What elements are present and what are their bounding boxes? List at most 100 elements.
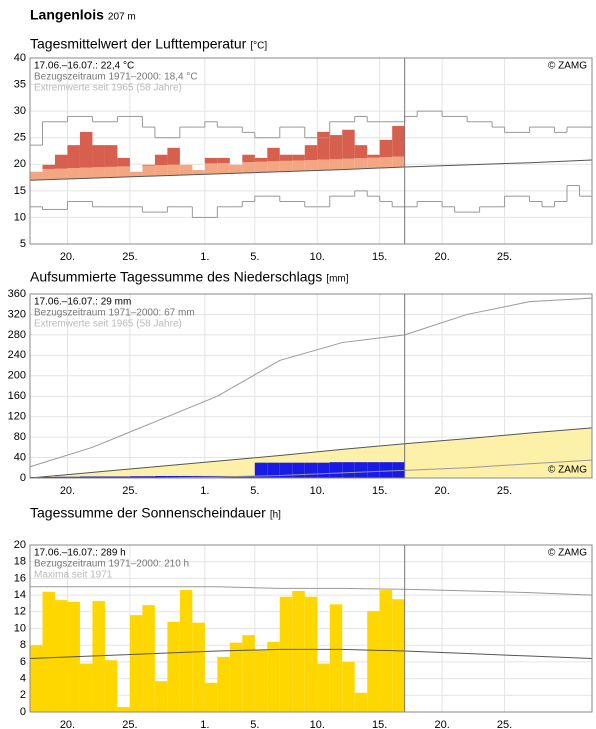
bar xyxy=(229,642,243,712)
bar xyxy=(204,682,218,712)
bar xyxy=(167,164,180,176)
cumulative-bar xyxy=(104,476,118,478)
bar xyxy=(217,163,230,174)
bar-anomaly xyxy=(367,154,380,158)
x-tick-label: 15. xyxy=(372,719,387,729)
bar-anomaly xyxy=(204,157,218,164)
step-riser xyxy=(41,185,581,218)
bar-anomaly xyxy=(54,154,68,169)
bar-anomaly xyxy=(67,145,80,169)
line xyxy=(29,648,593,660)
x-tick-label: 25. xyxy=(122,719,137,729)
bar xyxy=(392,156,405,168)
y-tick-label: 5 xyxy=(20,238,26,250)
bar xyxy=(317,159,330,171)
bar xyxy=(242,162,255,173)
x-tick-label: 20. xyxy=(434,251,449,263)
bar xyxy=(304,596,318,712)
chart-title: Tagessumme der Sonnenscheindauer xyxy=(30,505,266,521)
bar-anomaly xyxy=(392,126,405,157)
cumulative-bar xyxy=(154,475,168,478)
chart-title: Tagesmittelwert der Lufttemperatur xyxy=(30,36,247,52)
x-tick-label: 20. xyxy=(434,719,449,729)
bar xyxy=(192,170,205,175)
bar-anomaly xyxy=(104,145,118,167)
bar xyxy=(54,600,68,712)
unit-label: [mm] xyxy=(326,274,348,285)
copyright: © ZAMG xyxy=(548,465,587,476)
line xyxy=(30,586,593,596)
bar xyxy=(279,596,293,712)
bar xyxy=(204,163,218,175)
cumulative-bar xyxy=(67,476,80,478)
x-tick-label: 5. xyxy=(250,251,259,263)
bar xyxy=(92,600,105,712)
annotation: Extremwerte seit 1965 (58 Jahre) xyxy=(34,83,182,94)
y-tick-label: 30 xyxy=(14,105,26,117)
bar xyxy=(154,681,168,712)
unit-label: [°C] xyxy=(250,41,267,52)
cumulative-bar xyxy=(279,462,293,478)
bar-anomaly xyxy=(354,145,368,159)
bar xyxy=(317,663,330,712)
bar xyxy=(242,635,255,712)
x-tick-label: 5. xyxy=(250,719,259,729)
cumulative-bar xyxy=(342,462,355,478)
cumulative-bar xyxy=(329,462,343,478)
bar-anomaly xyxy=(117,157,130,167)
cumulative-bar xyxy=(242,475,255,478)
cumulative-bar xyxy=(354,462,368,478)
bar xyxy=(367,157,380,169)
cumulative-bar xyxy=(142,476,155,478)
bar xyxy=(142,165,155,177)
y-tick-label: 0 xyxy=(20,706,26,718)
bar xyxy=(30,645,43,712)
x-tick-label: 10. xyxy=(310,251,325,263)
bar-anomaly xyxy=(167,147,180,165)
plot-frame xyxy=(29,544,593,713)
x-tick-label: 10. xyxy=(310,485,325,497)
bar xyxy=(304,160,318,171)
y-tick-label: 160 xyxy=(8,390,26,402)
x-tick-label: 25. xyxy=(122,485,137,497)
annotation: 17.06.–16.07.: 29 mm xyxy=(34,297,131,308)
bar xyxy=(92,167,105,178)
cumulative-bar xyxy=(129,476,143,478)
bar xyxy=(42,591,55,712)
bar xyxy=(392,599,405,712)
cumulative-bar xyxy=(117,476,130,478)
y-tick-label: 40 xyxy=(14,52,26,64)
bar xyxy=(117,166,130,178)
bar-anomaly xyxy=(242,154,255,163)
x-tick-label: 10. xyxy=(310,719,325,729)
cumulative-bar xyxy=(79,476,93,478)
cumulative-bar xyxy=(317,462,330,478)
bar xyxy=(167,621,180,712)
bar xyxy=(367,610,380,712)
bar xyxy=(379,157,393,168)
bar xyxy=(217,656,230,712)
annotation: 17.06.–16.07.: 289 h xyxy=(34,548,126,559)
bar xyxy=(254,650,268,712)
bar xyxy=(129,171,143,177)
bar xyxy=(354,158,368,169)
x-tick-label: 20. xyxy=(434,485,449,497)
bar xyxy=(67,168,80,179)
y-tick-label: 25 xyxy=(14,132,26,144)
cumulative-bar xyxy=(304,462,318,478)
bar-anomaly xyxy=(142,164,155,166)
x-tick-label: 20. xyxy=(60,251,75,263)
x-tick-label: 5. xyxy=(250,485,259,497)
bar xyxy=(104,660,118,712)
bar-anomaly xyxy=(79,131,93,168)
bar-anomaly xyxy=(329,135,343,160)
bar xyxy=(254,161,268,173)
bar-anomaly xyxy=(379,139,393,158)
y-tick-label: 16 xyxy=(14,572,26,584)
y-tick-label: 0 xyxy=(20,472,26,484)
y-tick-label: 20 xyxy=(14,158,26,170)
cumulative-bar xyxy=(292,462,305,478)
bar xyxy=(79,167,93,179)
y-tick-label: 280 xyxy=(8,329,26,341)
bar-anomaly xyxy=(342,129,355,159)
